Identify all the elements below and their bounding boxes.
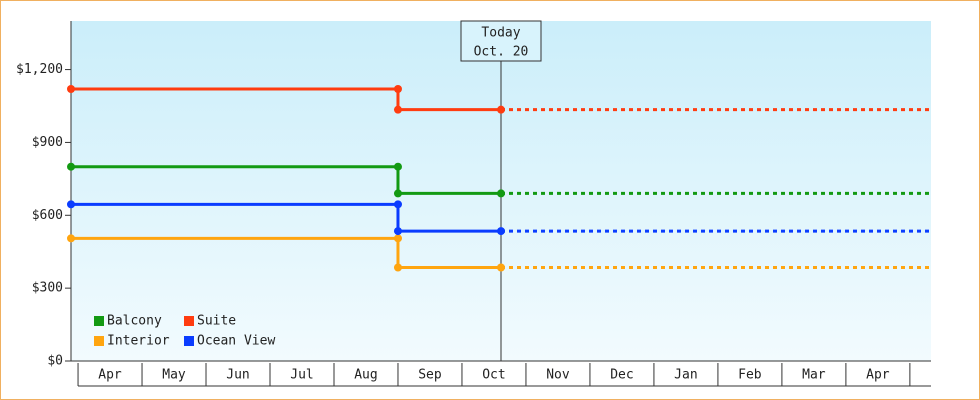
x-tick-label: Mar [802,368,826,383]
point [393,189,402,198]
y-tick-label: $900 [32,135,63,150]
x-tick-label: Dec [610,368,633,383]
x-tick-label: Jun [226,368,249,383]
point [497,263,505,272]
series-line [71,236,501,269]
point [393,105,402,114]
today-label: Today [481,26,520,41]
legend-swatch [94,336,104,346]
y-tick-label: $300 [32,281,63,296]
legend-swatch [184,316,194,326]
y-tick-label: $0 [47,354,63,369]
x-tick-label: Jan [674,368,697,383]
x-tick-label: Jul [290,368,313,383]
x-tick-label: Apr [98,368,122,383]
point [497,189,505,198]
legend-label: Suite [197,314,236,329]
point [67,234,75,243]
x-tick-label: Oct [482,368,505,383]
point [393,200,402,209]
point [67,200,75,209]
x-tick-label: Nov [546,368,570,383]
legend-label: Interior [107,334,170,349]
today-box [460,20,542,62]
point [67,162,75,171]
x-tick-label: Aug [354,368,377,383]
x-tick-label: Sep [418,368,442,383]
point [497,227,505,236]
legend-swatch [184,336,194,346]
y-tick-label: $1,200 [16,62,63,77]
point [393,234,402,243]
x-tick-label: May [162,368,186,383]
series-line [71,165,501,195]
x-tick-label: Feb [738,368,762,383]
point [393,85,402,93]
y-tick-label: $600 [32,208,63,223]
series-line [71,202,501,233]
point [393,162,402,171]
today-label: Oct. 20 [474,45,529,60]
legend-label: Balcony [107,314,162,329]
series-line [71,87,501,112]
x-tick-label: Apr [866,368,890,383]
point [497,105,505,114]
point [393,263,402,272]
point [67,85,75,93]
legend-swatch [94,316,104,326]
legend-label: Ocean View [197,334,275,349]
point [393,227,402,236]
